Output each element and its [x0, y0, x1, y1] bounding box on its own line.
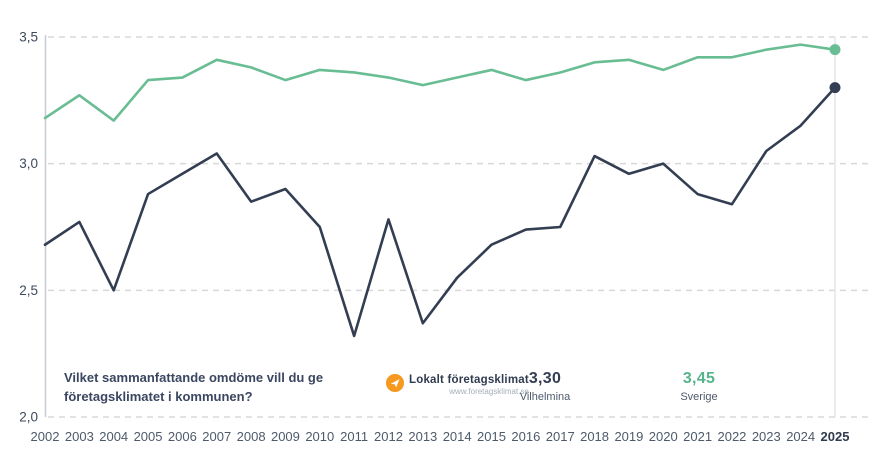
end-dot-vilhelmina	[829, 82, 841, 94]
y-tick-label: 2,0	[19, 410, 38, 425]
legend-value-vilhelmina: 3,30	[528, 370, 562, 387]
x-tick-label: 2011	[340, 429, 368, 444]
x-tick-label: 2009	[271, 429, 300, 444]
series-line-vilhelmina	[43, 86, 837, 338]
x-tick-label: 2016	[511, 429, 540, 444]
x-tick-label: 2021	[683, 429, 712, 444]
x-tick-label: 2017	[546, 429, 575, 444]
lokalt-foretagsklimat-logo: Lokalt företagsklimat www.foretagsklimat…	[386, 373, 529, 397]
survey-question-line1: Vilket sammanfattande omdöme vill du ge	[64, 370, 324, 385]
series-line-sverige	[43, 43, 837, 122]
logo-title: Lokalt företagsklimat	[409, 374, 529, 386]
y-tick-label: 3,5	[19, 30, 38, 45]
x-tick-label: 2022	[717, 429, 746, 444]
x-tick-label: 2024	[786, 429, 815, 444]
x-tick-label: 2010	[305, 429, 334, 444]
x-tick-label: 2007	[202, 429, 231, 444]
x-tick-label: 2014	[443, 429, 472, 444]
x-tick-label: 2019	[614, 429, 643, 444]
legend-sverige: 3,45 Sverige	[654, 370, 744, 404]
x-tick-label: 2002	[31, 429, 60, 444]
x-tick-label: 2008	[237, 429, 266, 444]
survey-question: Vilket sammanfattande omdöme vill du ge …	[64, 368, 394, 406]
x-tick-label: 2005	[134, 429, 163, 444]
legend-label-sverige: Sverige	[680, 391, 718, 403]
lokalt-foretagsklimat-logo-icon	[386, 374, 404, 392]
x-tick-label: 2018	[580, 429, 609, 444]
y-tick-label: 2,5	[19, 283, 38, 298]
end-dot-sverige	[829, 44, 841, 56]
x-tick-label: 2020	[649, 429, 678, 444]
x-tick-label: 2006	[168, 429, 197, 444]
x-tick-label: 2012	[374, 429, 403, 444]
legend-label-vilhelmina: Vilhelmina	[519, 391, 571, 403]
x-tick-label: 2003	[65, 429, 94, 444]
x-tick-label: 2004	[99, 429, 128, 444]
y-tick-label: 3,0	[19, 156, 38, 171]
x-tick-label: 2023	[752, 429, 781, 444]
logo-text: Lokalt företagsklimat www.foretagsklimat…	[409, 373, 529, 397]
legend-vilhelmina: 3,30 Vilhelmina	[500, 370, 590, 404]
x-tick-label: 2025	[821, 429, 850, 444]
x-tick-label: 2013	[408, 429, 437, 444]
survey-question-line2: företagsklimatet i kommunen?	[64, 389, 253, 404]
x-tick-label: 2015	[477, 429, 506, 444]
logo-url: www.foretagsklimat.se	[449, 387, 529, 396]
legend-value-sverige: 3,45	[682, 370, 716, 387]
